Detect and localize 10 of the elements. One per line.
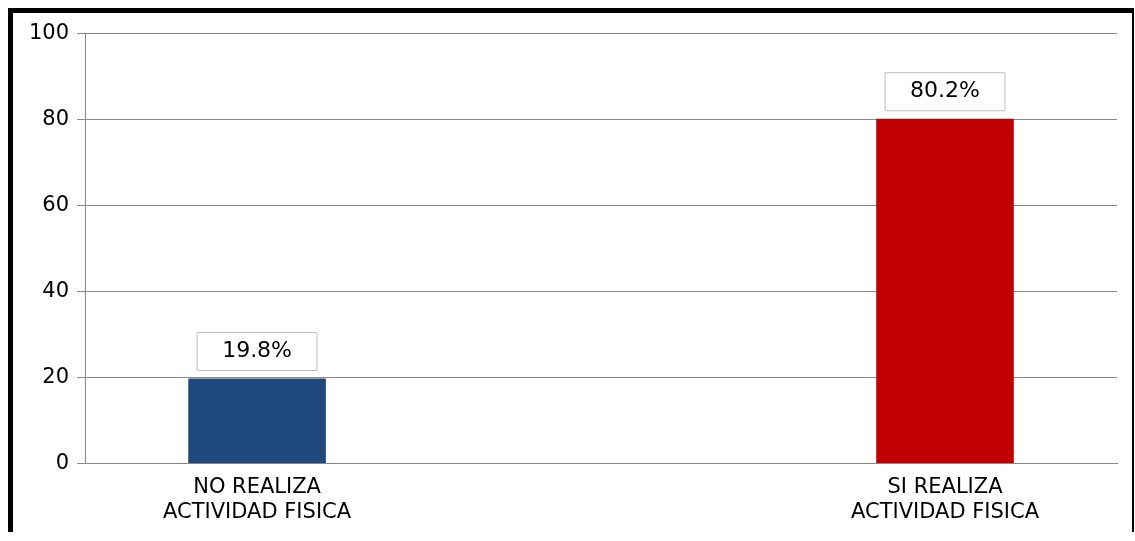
y-tick-label: 80	[42, 106, 70, 131]
x-tick-label: NO REALIZA ACTIVIDAD FISICA	[163, 473, 352, 523]
x-tick-label: SI REALIZA ACTIVIDAD FISICA	[850, 473, 1040, 523]
y-tick-label: 60	[42, 192, 70, 217]
y-tick-label: 0	[55, 450, 70, 475]
data-label: 19.8%	[222, 337, 293, 363]
data-label: 80.2%	[910, 77, 980, 103]
y-tick-label: 20	[42, 364, 70, 389]
y-tick-label: 40	[42, 278, 70, 303]
y-tick-label: 100	[28, 20, 70, 45]
